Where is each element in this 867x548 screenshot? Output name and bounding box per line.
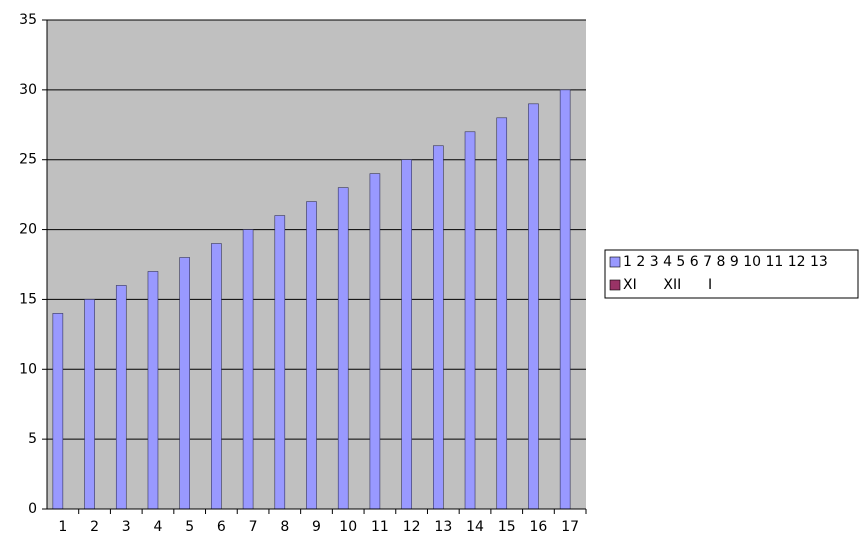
legend-label: XI XII I bbox=[623, 277, 712, 293]
bar bbox=[528, 103, 539, 510]
bar bbox=[84, 299, 95, 510]
x-tick-label: 7 bbox=[249, 519, 258, 535]
y-tick-label: 30 bbox=[19, 82, 37, 98]
x-tick-label: 10 bbox=[339, 519, 357, 535]
x-tick-label: 13 bbox=[434, 519, 452, 535]
y-tick-label: 0 bbox=[28, 501, 37, 517]
x-tick-label: 11 bbox=[371, 519, 389, 535]
bar bbox=[337, 187, 349, 510]
x-tick-label: 4 bbox=[154, 519, 163, 535]
x-tick-label: 17 bbox=[561, 519, 579, 535]
bar bbox=[242, 229, 254, 510]
bar bbox=[274, 215, 286, 510]
legend-swatch bbox=[609, 279, 621, 291]
bars bbox=[52, 89, 571, 510]
x-tick-label: 16 bbox=[530, 519, 548, 535]
y-tick-label: 25 bbox=[19, 152, 37, 168]
bar bbox=[211, 243, 222, 510]
x-tick-label: 14 bbox=[466, 519, 484, 535]
bar bbox=[115, 285, 127, 510]
bar bbox=[464, 131, 476, 510]
bar bbox=[147, 271, 159, 510]
legend-swatch bbox=[609, 256, 621, 268]
bar bbox=[496, 117, 508, 510]
x-tick-label: 5 bbox=[185, 519, 194, 535]
bar bbox=[369, 173, 381, 510]
legend bbox=[604, 249, 859, 299]
y-tick-label: 10 bbox=[19, 361, 37, 377]
bar bbox=[433, 145, 444, 510]
x-tick-label: 12 bbox=[403, 519, 421, 535]
y-tick-label: 20 bbox=[19, 222, 37, 238]
x-tick-label: 15 bbox=[498, 519, 516, 535]
y-tick-label: 15 bbox=[19, 291, 37, 307]
x-tick-label: 1 bbox=[58, 519, 67, 535]
y-tick-label: 35 bbox=[19, 12, 37, 28]
y-tick-label: 5 bbox=[28, 431, 37, 447]
x-tick-label: 2 bbox=[90, 519, 99, 535]
x-tick-label: 6 bbox=[217, 519, 226, 535]
bar bbox=[401, 159, 412, 510]
legend-label: 1 2 3 4 5 6 7 8 9 10 11 12 13 bbox=[623, 254, 828, 270]
bar bbox=[559, 89, 571, 510]
x-tick-label: 3 bbox=[122, 519, 131, 535]
x-tick-label: 8 bbox=[280, 519, 289, 535]
x-tick-label: 9 bbox=[312, 519, 321, 535]
bar bbox=[179, 257, 190, 510]
bar bbox=[306, 201, 317, 510]
bar bbox=[52, 313, 64, 510]
